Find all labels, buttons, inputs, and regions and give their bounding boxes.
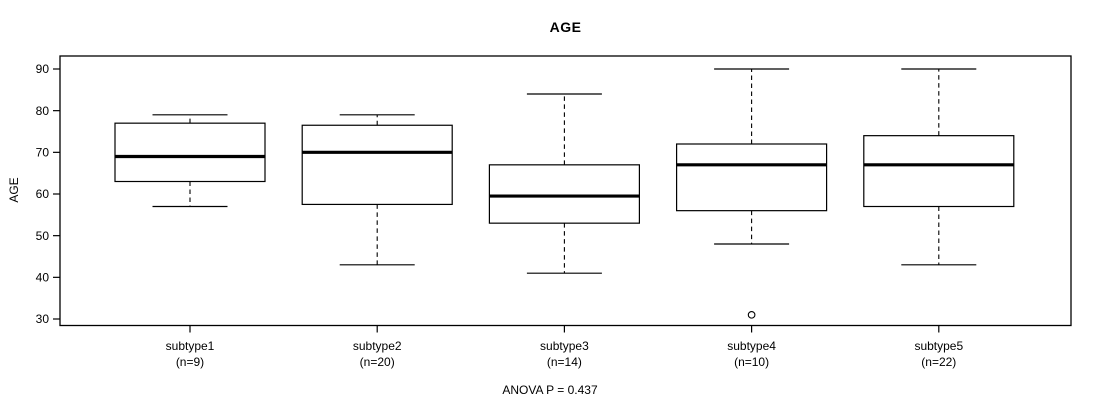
x-group-count-label: (n=10) [734, 355, 769, 369]
x-group-count-label: (n=20) [360, 355, 395, 369]
x-group-label: subtype4 [727, 339, 776, 353]
y-axis-tick-label: 50 [36, 229, 50, 243]
outlier-point [747, 310, 756, 319]
y-axis-tick-label: 90 [36, 62, 50, 76]
iqr-box [863, 135, 1015, 208]
iqr-box [114, 122, 266, 183]
iqr-box [675, 143, 828, 212]
y-axis-tick-label: 40 [36, 271, 50, 285]
y-axis-tick-label: 70 [36, 146, 50, 160]
anova-annotation: ANOVA P = 0.437 [502, 383, 598, 397]
y-axis-tick-label: 30 [36, 312, 50, 326]
iqr-box [488, 164, 640, 224]
x-group-label: subtype3 [540, 339, 589, 353]
plot-frame [59, 55, 1072, 327]
y-axis-tick-label: 60 [36, 187, 50, 201]
x-group-count-label: (n=22) [921, 355, 956, 369]
chart-title: AGE [549, 19, 582, 35]
x-group-label: subtype2 [353, 339, 402, 353]
x-group-label: subtype5 [914, 339, 963, 353]
iqr-box [301, 124, 453, 206]
x-group-count-label: (n=14) [547, 355, 582, 369]
y-axis-tick-label: 80 [36, 104, 50, 118]
x-group-label: subtype1 [166, 339, 215, 353]
x-group-count-label: (n=9) [176, 355, 204, 369]
